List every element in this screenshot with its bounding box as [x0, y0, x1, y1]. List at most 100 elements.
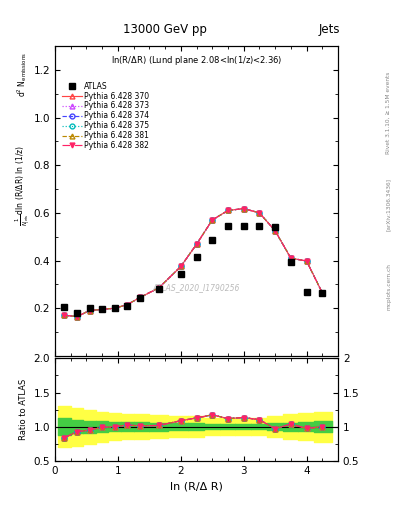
Pythia 6.428 381: [62, 312, 67, 318]
Pythia 6.428 382: [138, 294, 142, 301]
Pythia 6.428 375: [241, 205, 246, 211]
Pythia 6.428 370: [87, 308, 92, 314]
Pythia 6.428 381: [87, 308, 92, 314]
Pythia 6.428 370: [273, 228, 277, 234]
Pythia 6.428 381: [112, 305, 117, 311]
ATLAS: [125, 303, 130, 309]
Pythia 6.428 370: [257, 210, 262, 216]
Line: Pythia 6.428 374: Pythia 6.428 374: [62, 206, 325, 319]
ATLAS: [75, 310, 79, 316]
Pythia 6.428 381: [241, 205, 246, 211]
Pythia 6.428 382: [273, 228, 277, 234]
Pythia 6.428 373: [112, 305, 117, 311]
Pythia 6.428 382: [194, 241, 199, 247]
Line: Pythia 6.428 381: Pythia 6.428 381: [62, 206, 325, 319]
Pythia 6.428 373: [100, 306, 105, 312]
Pythia 6.428 374: [138, 294, 142, 301]
Pythia 6.428 375: [156, 285, 161, 291]
Pythia 6.428 374: [87, 308, 92, 314]
Pythia 6.428 373: [178, 263, 183, 269]
Pythia 6.428 374: [125, 302, 130, 308]
Line: Pythia 6.428 375: Pythia 6.428 375: [62, 206, 325, 319]
Y-axis label: Ratio to ATLAS: Ratio to ATLAS: [19, 379, 28, 440]
Pythia 6.428 374: [178, 263, 183, 269]
Pythia 6.428 374: [288, 255, 293, 261]
Text: d$^2$ N$_{\rm emissions}$: d$^2$ N$_{\rm emissions}$: [16, 52, 29, 97]
ATLAS: [226, 223, 230, 229]
Pythia 6.428 381: [288, 255, 293, 261]
Pythia 6.428 373: [194, 241, 199, 247]
Pythia 6.428 373: [257, 210, 262, 216]
Pythia 6.428 375: [288, 255, 293, 261]
ATLAS: [178, 270, 183, 276]
Text: 13000 GeV pp: 13000 GeV pp: [123, 23, 207, 36]
ATLAS: [112, 305, 117, 311]
Pythia 6.428 373: [304, 258, 309, 264]
X-axis label: ln (R/Δ R): ln (R/Δ R): [170, 481, 223, 491]
Pythia 6.428 381: [100, 306, 105, 312]
Pythia 6.428 373: [226, 207, 230, 214]
Pythia 6.428 375: [75, 313, 79, 319]
Pythia 6.428 382: [100, 306, 105, 312]
Line: Pythia 6.428 370: Pythia 6.428 370: [62, 206, 325, 319]
Pythia 6.428 373: [273, 228, 277, 234]
Pythia 6.428 381: [273, 228, 277, 234]
ATLAS: [87, 305, 92, 311]
Pythia 6.428 373: [156, 285, 161, 291]
Pythia 6.428 374: [156, 285, 161, 291]
Pythia 6.428 382: [178, 263, 183, 269]
Line: ATLAS: ATLAS: [61, 223, 325, 316]
Pythia 6.428 375: [125, 302, 130, 308]
Pythia 6.428 373: [241, 205, 246, 211]
Pythia 6.428 381: [125, 302, 130, 308]
Pythia 6.428 370: [241, 205, 246, 211]
Pythia 6.428 370: [156, 285, 161, 291]
Pythia 6.428 375: [112, 305, 117, 311]
Pythia 6.428 375: [320, 290, 325, 296]
Pythia 6.428 375: [62, 312, 67, 318]
Text: mcplots.cern.ch: mcplots.cern.ch: [386, 263, 391, 310]
Pythia 6.428 374: [320, 290, 325, 296]
Pythia 6.428 374: [226, 207, 230, 214]
ATLAS: [288, 259, 293, 265]
Pythia 6.428 370: [62, 312, 67, 318]
Pythia 6.428 375: [194, 241, 199, 247]
Pythia 6.428 374: [273, 228, 277, 234]
Text: $\frac{1}{N_{\rm jets}}$dln (R/$\Delta$R) ln (1/z): $\frac{1}{N_{\rm jets}}$dln (R/$\Delta$R…: [13, 145, 31, 226]
Pythia 6.428 382: [75, 313, 79, 319]
Pythia 6.428 374: [304, 258, 309, 264]
Pythia 6.428 375: [226, 207, 230, 214]
Pythia 6.428 370: [194, 241, 199, 247]
Pythia 6.428 374: [210, 217, 215, 223]
Pythia 6.428 373: [87, 308, 92, 314]
Pythia 6.428 374: [100, 306, 105, 312]
Pythia 6.428 382: [62, 312, 67, 318]
ATLAS: [257, 223, 262, 229]
Pythia 6.428 370: [112, 305, 117, 311]
Legend: ATLAS, Pythia 6.428 370, Pythia 6.428 373, Pythia 6.428 374, Pythia 6.428 375, P: ATLAS, Pythia 6.428 370, Pythia 6.428 37…: [62, 81, 150, 151]
Pythia 6.428 370: [125, 302, 130, 308]
Pythia 6.428 382: [241, 205, 246, 211]
Line: Pythia 6.428 382: Pythia 6.428 382: [62, 206, 325, 319]
Pythia 6.428 382: [87, 308, 92, 314]
Pythia 6.428 374: [257, 210, 262, 216]
Pythia 6.428 370: [138, 294, 142, 301]
Pythia 6.428 374: [241, 205, 246, 211]
Text: [arXiv:1306.3436]: [arXiv:1306.3436]: [386, 178, 391, 231]
Pythia 6.428 374: [62, 312, 67, 318]
Pythia 6.428 382: [304, 258, 309, 264]
ATLAS: [156, 286, 161, 292]
Pythia 6.428 381: [304, 258, 309, 264]
Pythia 6.428 381: [178, 263, 183, 269]
Pythia 6.428 381: [226, 207, 230, 214]
Pythia 6.428 373: [125, 302, 130, 308]
Pythia 6.428 381: [257, 210, 262, 216]
ATLAS: [304, 288, 309, 294]
Pythia 6.428 370: [288, 255, 293, 261]
Pythia 6.428 382: [257, 210, 262, 216]
Pythia 6.428 375: [273, 228, 277, 234]
Text: ATLAS_2020_I1790256: ATLAS_2020_I1790256: [153, 283, 240, 292]
ATLAS: [138, 295, 142, 301]
Pythia 6.428 370: [75, 313, 79, 319]
Pythia 6.428 370: [210, 217, 215, 223]
